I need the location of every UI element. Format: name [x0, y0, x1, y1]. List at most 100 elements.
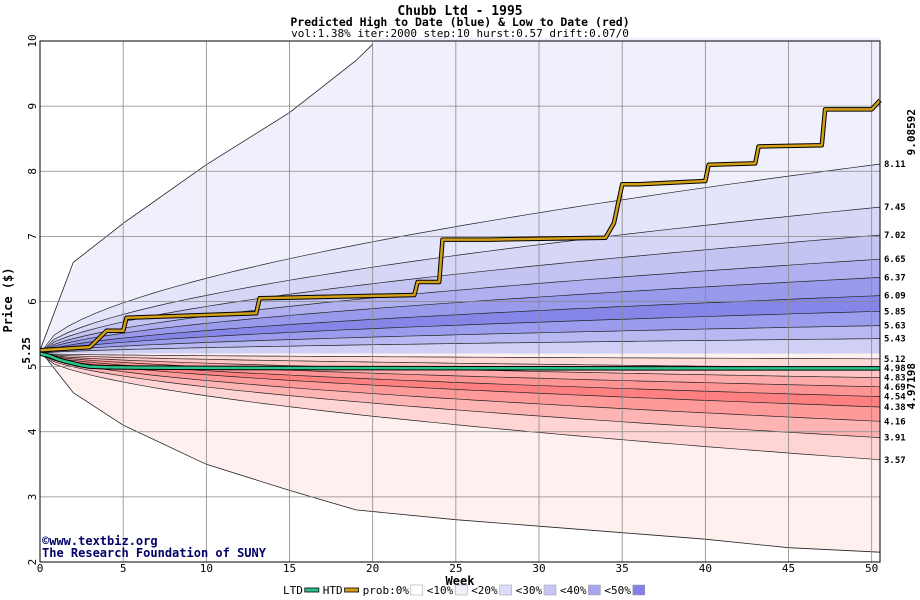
legend-swatch-5: [543, 584, 557, 596]
y-tick-label-3: 3: [26, 494, 39, 501]
low-band-5: [40, 353, 880, 408]
percentile-labels: 8.11 7.45 7.02 6.65 6.37 6.09 5.85 5.63 5.43 5.12…: [884, 109, 918, 466]
percentile-end-label-1: 7.45: [884, 203, 906, 213]
x-tick-label-15: 15: [283, 562, 296, 575]
percentile-end-label-9: 5.12: [884, 355, 906, 365]
legend-swatch-7: [632, 584, 646, 596]
low-band-6: [40, 353, 880, 422]
x-tick-label-35: 35: [616, 562, 629, 575]
low-band-4: [40, 353, 880, 397]
x-tick-label-25: 25: [449, 562, 462, 575]
high-band-9: [40, 338, 880, 354]
y-tick-label-5: 5: [26, 363, 39, 370]
legend-label-2: prob:0%: [363, 584, 410, 597]
legend-label-5: <30%: [516, 584, 543, 597]
percentile-line-2: [39, 234, 881, 354]
x-tick-label-30: 30: [532, 562, 545, 575]
x-tick-label-0: 0: [37, 562, 44, 575]
legend-label-ltd: LTD: [283, 584, 303, 597]
low-band-8: [40, 353, 880, 460]
credit-line-2: The Research Foundation of SUNY: [42, 546, 267, 560]
percentile-end-label-6: 5.85: [884, 307, 906, 317]
percentile-line-9: [39, 353, 880, 360]
percentile-end-label-15: 4.16: [884, 417, 906, 427]
percentile-line-4: [39, 277, 881, 354]
percentile-line-1: [39, 206, 881, 354]
high-band-2: [40, 207, 880, 354]
chart-title: Chubb Ltd - 1995: [397, 4, 522, 19]
legend-label-4: <20%: [471, 584, 498, 597]
high-band-4: [40, 259, 880, 354]
percentile-line-3: [39, 258, 881, 354]
high-band-3: [40, 235, 880, 354]
y-axis-label: Price ($): [1, 267, 15, 332]
legend-swatch-4: [499, 584, 512, 596]
x-tick-label-40: 40: [699, 562, 712, 575]
x-tick-label-50: 50: [865, 562, 878, 575]
low-band-2: [40, 353, 880, 378]
low-band-7: [40, 353, 880, 438]
percentile-end-label-17: 3.57: [884, 456, 906, 466]
start-price-label: 5.25: [20, 337, 33, 364]
percentile-line-16: [39, 353, 881, 438]
legend-swatch-3: [454, 584, 468, 596]
y-tick-label-2: 2: [26, 559, 39, 566]
plot-area: [39, 37, 881, 562]
series-lines: [39, 98, 882, 371]
legend-line-ltd: [304, 587, 320, 593]
legend-label-3: <10%: [427, 584, 454, 597]
percentile-end-label-0: 8.11: [884, 160, 906, 170]
percentile-end-label-8: 5.43: [884, 335, 906, 345]
legend-swatch-2: [410, 584, 424, 596]
percentile-end-label-7: 5.63: [884, 322, 906, 332]
high-band-0: [40, 37, 880, 354]
percentile-end-label-16: 3.91: [884, 434, 906, 444]
y-tick-label-6: 6: [26, 298, 39, 305]
percentile-end-label-10: 4.98: [884, 364, 906, 374]
percentile-end-label-13: 4.54: [884, 393, 906, 403]
low-to-date-final: 4.97198: [905, 363, 918, 409]
y-tick-label-4: 4: [26, 428, 39, 435]
low-band-0: [40, 353, 880, 359]
x-tick-label-5: 5: [120, 562, 127, 575]
credit-line-1: ©www.textbiz.org: [42, 534, 158, 548]
x-tick-label-20: 20: [366, 562, 379, 575]
series-LTD: [39, 352, 880, 370]
percentile-line-0: [39, 163, 881, 354]
y-tick-label-9: 9: [26, 103, 39, 110]
high-to-date-final: 9.08592: [905, 109, 918, 155]
high-band-7: [40, 311, 880, 354]
x-tick-label-45: 45: [782, 562, 795, 575]
chart-params: vol:1.38% iter:2000 step:10 hurst:0.57 d…: [291, 27, 629, 40]
percentile-line-8: [39, 338, 881, 354]
percentile-end-label-14: 4.38: [884, 403, 906, 413]
plot-frame: [39, 40, 881, 563]
low-band-1: [40, 353, 880, 368]
percentile-end-label-3: 6.65: [884, 255, 906, 265]
percentile-end-label-12: 4.69: [884, 383, 906, 393]
percentile-end-label-4: 6.37: [884, 273, 906, 283]
percentile-line-15: [39, 353, 881, 422]
chart-subtitle: Predicted High to Date (blue) & Low to D…: [290, 15, 629, 29]
percentile-line-17: [39, 353, 881, 461]
y-tick-label-7: 7: [26, 233, 39, 240]
y-tick-label-10: 10: [26, 34, 39, 47]
percentile-end-label-5: 6.09: [884, 292, 906, 302]
high-band-6: [40, 295, 880, 354]
legend-swatch-6: [588, 584, 601, 596]
percentile-line-6: [39, 310, 881, 354]
x-axis-label: Week: [446, 574, 476, 588]
legend-label-7: <50%: [604, 584, 631, 597]
percentile-line-14: [39, 353, 881, 408]
lower-envelope: [39, 350, 881, 553]
legend-label-6: <40%: [560, 584, 587, 597]
legend-label-htd: HTD: [323, 584, 343, 597]
series-HTD: [39, 99, 881, 352]
percentile-end-label-11: 4.83: [884, 374, 906, 384]
high-band-5: [40, 277, 880, 354]
legend: LTD HTD prob:0% <10% <20% <30% <40% <50%: [283, 584, 646, 597]
percentile-line-7: [39, 325, 881, 354]
high-band-1: [40, 164, 880, 354]
